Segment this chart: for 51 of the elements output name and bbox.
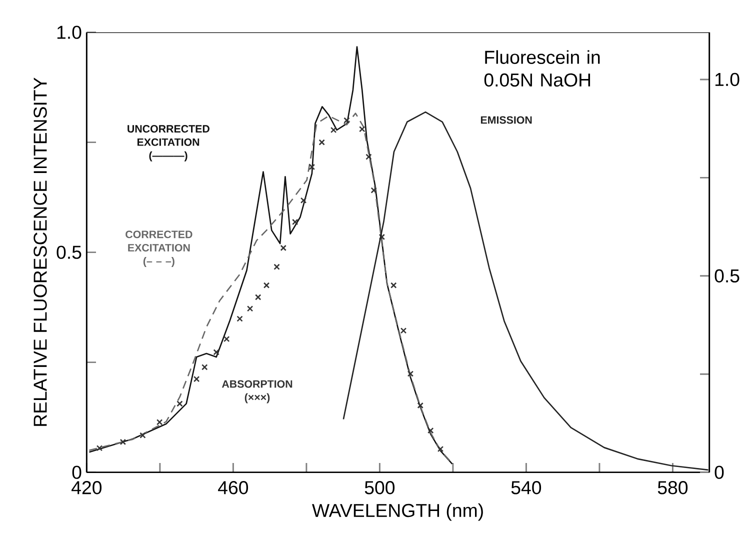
point — [370, 187, 377, 194]
point — [407, 370, 414, 377]
point — [358, 126, 366, 132]
point — [236, 316, 243, 322]
point — [254, 294, 262, 300]
text: EMISSION — [480, 116, 532, 124]
point — [176, 400, 183, 407]
point — [274, 264, 280, 270]
line-series — [88, 46, 453, 465]
x-axis-title: WAVELENGTH (nm) — [312, 503, 483, 521]
y2-tick-label: 0 — [714, 466, 724, 479]
point — [344, 117, 350, 124]
point — [427, 427, 434, 434]
point — [417, 402, 424, 409]
point — [437, 446, 444, 452]
text: Fluorescein in 0.05N NaOH — [484, 50, 600, 87]
text: CORRECTED EXCITATION (– – –) — [126, 230, 192, 267]
point — [246, 306, 254, 312]
y-tick-label: 1.0 — [57, 26, 82, 39]
point — [390, 282, 397, 288]
x-tick-label: 500 — [364, 481, 395, 494]
point — [213, 349, 220, 356]
point — [223, 336, 230, 342]
point — [193, 376, 200, 382]
point — [156, 419, 163, 426]
y-tick-label: 0.5 — [56, 246, 82, 259]
x-tick-label: 460 — [218, 481, 248, 494]
point — [201, 364, 208, 370]
text: UNCORRECTED EXCITATION (———) — [128, 125, 210, 162]
x-tick-label: 420 — [72, 481, 102, 494]
point — [292, 218, 298, 226]
point — [330, 126, 337, 134]
point — [263, 282, 270, 288]
point — [400, 328, 407, 334]
point — [366, 154, 372, 160]
line-series — [342, 111, 709, 471]
x-tick-label: 580 — [658, 481, 688, 494]
point — [378, 234, 386, 240]
x-tick-label: 540 — [511, 481, 542, 494]
point — [318, 139, 325, 146]
point — [300, 197, 307, 204]
point — [308, 164, 316, 170]
y-tick-label: 0 — [72, 466, 82, 479]
point — [140, 432, 146, 438]
y2-tick-label: 0.5 — [714, 269, 740, 283]
y-axis-title: RELATIVE FLUORESCENCE INTENSITY — [34, 78, 47, 426]
point — [120, 438, 126, 446]
y2-tick-label: 1.0 — [715, 72, 740, 86]
series-label: ABSORPTION (×××) — [222, 380, 292, 404]
point — [96, 445, 103, 452]
point — [280, 244, 286, 252]
